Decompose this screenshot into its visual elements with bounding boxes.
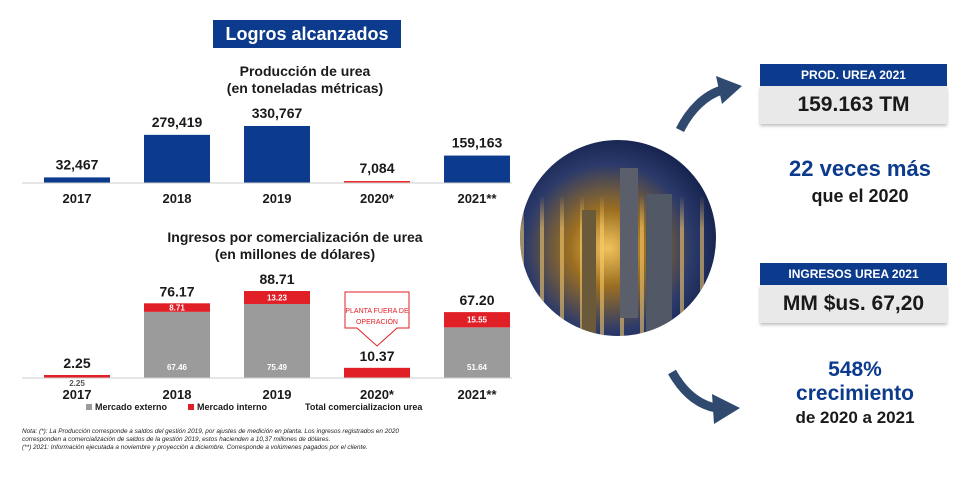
revenue-chart-title: Ingresos por comercialización de urea (e…: [140, 229, 450, 263]
production-value-label: 279,419: [152, 114, 203, 130]
production-chart: 32,467 2017 279,419 2018 330,767 2019 7,084 202…: [22, 105, 512, 206]
arrow-up-icon: [675, 85, 724, 133]
production-bar: [444, 155, 510, 183]
legend-label-totals: Total comercializacion urea: [305, 402, 423, 412]
revenue-bar-external: [144, 311, 210, 378]
revenue-subtitle: (en millones de dólares): [214, 246, 376, 262]
ingresos-stat-headline: crecimiento: [796, 382, 914, 405]
arrow-down-icon: [668, 369, 718, 413]
plant-photo: [520, 140, 716, 336]
production-bar: [44, 177, 110, 183]
ingresos-stat-detail: de 2020 a 2021: [795, 408, 915, 427]
prod-stat: 22 veces más que el 2020: [760, 156, 960, 207]
production-value-label: 330,767: [252, 105, 303, 121]
footnote-line: Nota: (*): La Producción corresponde a s…: [22, 428, 399, 435]
revenue-total-label: 88.71: [259, 271, 294, 287]
production-bar: [144, 134, 210, 183]
legend-label: Mercado interno: [197, 402, 268, 412]
production-value-label: 159,163: [452, 135, 503, 151]
arrow-down-head: [712, 394, 740, 424]
production-bar: [344, 181, 410, 183]
prod-card: PROD. UREA 2021 159.163 TM: [760, 64, 947, 124]
revenue-category-label: 2019: [263, 387, 292, 402]
legend-swatch: [86, 404, 92, 410]
callout-text-line: PLANTA FUERA DE: [345, 308, 409, 315]
ingresos-card-value: MM $us. 67,20: [760, 285, 947, 323]
prod-stat-headline: 22 veces más: [789, 156, 931, 181]
revenue-bar-external: [244, 303, 310, 378]
prod-card-value: 159.163 TM: [760, 86, 947, 124]
revenue-internal-label: 2.25: [69, 379, 85, 388]
revenue-total-label: 76.17: [159, 283, 194, 299]
revenue-internal-label: 8.71: [169, 304, 185, 313]
production-value-label: 7,084: [359, 160, 394, 176]
revenue-total-label: 10.37: [359, 348, 394, 364]
revenue-total-label: 67.20: [459, 292, 494, 308]
prod-stat-detail: que el 2020: [811, 186, 909, 206]
callout-arrow-icon: [344, 291, 410, 347]
revenue-chart: 2.252.25201767.468.7176.17201875.4913.23…: [22, 271, 512, 412]
revenue-bar-internal: [144, 303, 210, 312]
production-category-label: 2019: [263, 191, 292, 206]
footnote-line: corresponden a comercialización de saldo…: [22, 436, 331, 443]
prod-card-header: PROD. UREA 2021: [760, 64, 947, 86]
revenue-bar-internal: [444, 312, 510, 328]
ingresos-card-header: INGRESOS UREA 2021: [760, 263, 947, 285]
revenue-bar-external: [444, 327, 510, 378]
revenue-total-label: 2.25: [63, 355, 90, 371]
revenue-category-label: 2020*: [360, 387, 395, 402]
production-category-label: 2018: [163, 191, 192, 206]
legend-swatch: [188, 404, 194, 410]
production-category-label: 2017: [63, 191, 92, 206]
legend-label: Mercado externo: [95, 402, 168, 412]
production-category-label: 2021**: [457, 191, 497, 206]
revenue-internal-label: 15.55: [467, 316, 488, 325]
footnotes: Nota: (*): La Producción corresponde a s…: [22, 428, 492, 452]
revenue-internal-label: 13.23: [267, 293, 288, 302]
ingresos-card: INGRESOS UREA 2021 MM $us. 67,20: [760, 263, 947, 323]
revenue-bar-internal: [44, 375, 110, 378]
production-subtitle: (en toneladas métricas): [226, 80, 384, 96]
revenue-category-label: 2021**: [457, 387, 497, 402]
production-chart-title: Producción de urea (en toneladas métrica…: [180, 63, 430, 97]
revenue-bar-internal: [344, 367, 410, 378]
production-bar: [244, 126, 310, 183]
revenue-external-label: 75.49: [267, 363, 288, 372]
footnote-line: (**) 2021: Información ejecutada a novie…: [22, 444, 368, 451]
ingresos-stat: 548% crecimiento de 2020 a 2021: [760, 358, 950, 428]
revenue-category-label: 2017: [63, 387, 92, 402]
production-category-label: 2020*: [360, 191, 395, 206]
arrow-up-head: [716, 76, 742, 104]
callout-text-line: OPERACIÓN: [356, 317, 398, 326]
revenue-category-label: 2018: [163, 387, 192, 402]
title-badge: Logros alcanzados: [213, 20, 401, 48]
production-title: Producción de urea: [239, 63, 371, 79]
revenue-external-label: 67.46: [167, 363, 188, 372]
ingresos-stat-percent: 548%: [828, 358, 882, 381]
revenue-external-label: 51.64: [467, 363, 488, 372]
revenue-bar-internal: [244, 291, 310, 304]
revenue-title: Ingresos por comercialización de urea: [167, 229, 423, 245]
production-value-label: 32,467: [56, 156, 99, 172]
